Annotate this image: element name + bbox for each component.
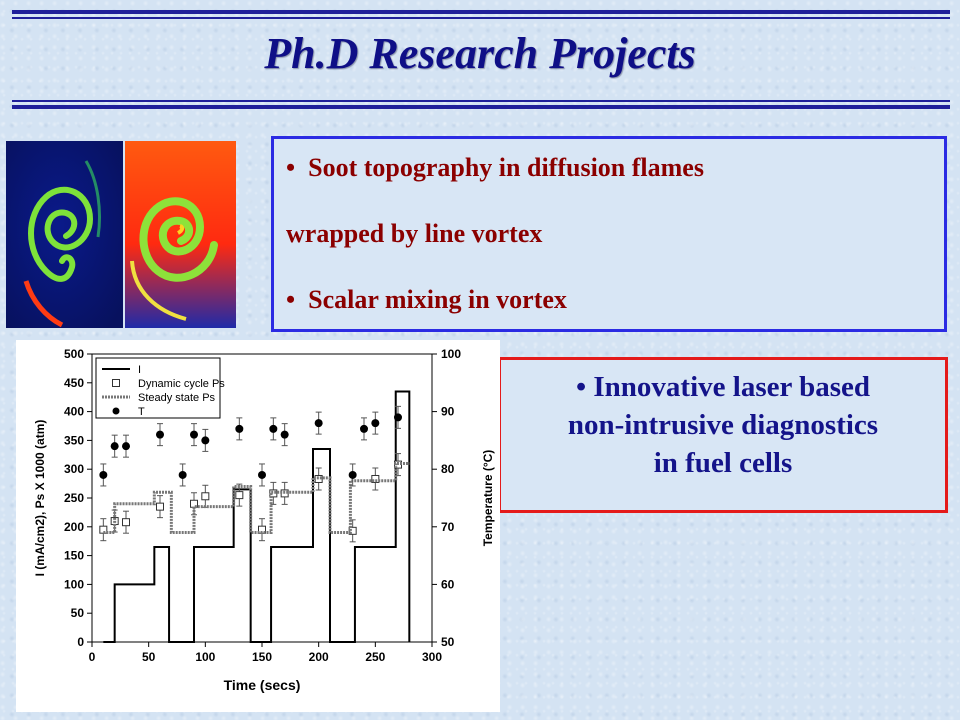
temperature-point <box>371 419 380 428</box>
temperature-point <box>190 430 198 439</box>
flame-spiral-left <box>28 186 94 282</box>
x-tick-label: 50 <box>142 650 156 664</box>
x-tick-label: 100 <box>195 650 215 664</box>
bullet1-line1: Soot topography in diffusion flames <box>308 153 704 182</box>
legend-swatch-dynamic <box>112 379 120 387</box>
soot-topography-box: • Soot topography in diffusion flames wr… <box>271 136 947 332</box>
top-rule <box>12 10 950 19</box>
x-tick-label: 200 <box>309 650 329 664</box>
y-left-tick-label: 500 <box>64 347 84 361</box>
y-right-tick-label: 80 <box>441 462 455 476</box>
y-left-tick-label: 400 <box>64 405 84 419</box>
temperature-point <box>258 470 266 479</box>
temperature-point <box>99 470 108 479</box>
y-left-tick-label: 250 <box>64 491 84 505</box>
box2-line1: • Innovative laser based <box>575 371 870 403</box>
y-left-tick-label: 200 <box>64 520 84 534</box>
legend-label: I <box>138 364 141 376</box>
temperature-point <box>156 430 164 439</box>
x-tick-label: 250 <box>365 650 385 664</box>
dynamic-ps-point <box>371 474 380 483</box>
temperature-point <box>394 413 402 422</box>
flame-spiral-right <box>139 197 218 282</box>
y-right-tick-label: 50 <box>441 635 455 649</box>
bullet-dot: • <box>286 153 309 182</box>
y-left-tick-label: 450 <box>64 376 84 390</box>
legend-swatch-T <box>112 407 120 415</box>
temperature-point <box>269 424 278 433</box>
x-tick-label: 0 <box>89 650 96 664</box>
title-underline <box>12 100 950 109</box>
laser-diagnostics-box: • Innovative laser based non-intrusive d… <box>498 357 948 513</box>
temperature-point <box>280 430 289 439</box>
bullet1-line2: wrapped by line vortex <box>286 219 543 248</box>
y-right-axis-label: Temperature (°C) <box>481 450 495 547</box>
flame-vortex-images <box>6 141 236 328</box>
series-steady-ps-line <box>103 461 410 535</box>
y-left-tick-label: 150 <box>64 549 84 563</box>
dynamic-ps-point <box>156 502 164 511</box>
dynamic-ps-point <box>122 518 130 527</box>
temperature-point <box>314 419 323 428</box>
x-axis-label: Time (secs) <box>224 677 301 693</box>
temperature-point <box>110 442 119 451</box>
dynamic-ps-point <box>235 491 244 500</box>
x-tick-label: 300 <box>422 650 442 664</box>
y-left-axis-label: I (mA/cm2), Ps X 1000 (atm) <box>33 420 47 577</box>
y-right-tick-label: 70 <box>441 520 455 534</box>
box2-line2: non-intrusive diagnostics <box>567 409 879 441</box>
series-I-line <box>103 390 411 643</box>
y-left-tick-label: 0 <box>77 635 84 649</box>
temperature-point <box>235 424 244 433</box>
bullet-dot: • <box>286 285 309 314</box>
x-tick-label: 150 <box>252 650 272 664</box>
legend-label: Dynamic cycle Ps <box>138 378 225 390</box>
temperature-point <box>178 470 187 479</box>
y-right-tick-label: 90 <box>441 405 455 419</box>
fuel-cell-chart: 0 50 100 150 200 250 300 0 50 100 150 200 250 300 350 4… <box>16 340 500 712</box>
legend-label: Steady state Ps <box>138 392 216 404</box>
bullet2-text: Scalar mixing in vortex <box>308 285 567 314</box>
temperature-point <box>360 424 368 433</box>
y-left-tick-label: 300 <box>64 462 84 476</box>
temperature-point <box>122 442 130 451</box>
y-left-tick-label: 50 <box>71 606 85 620</box>
y-right-tick-label: 100 <box>441 347 461 361</box>
y-right-tick-label: 60 <box>441 577 455 591</box>
legend-label: T <box>138 406 145 418</box>
temperature-point <box>201 436 210 445</box>
box2-line3: in fuel cells <box>653 447 793 479</box>
y-left-tick-label: 350 <box>64 433 84 447</box>
dynamic-ps-point <box>201 492 210 501</box>
y-left-tick-label: 100 <box>64 577 84 591</box>
slide-title: Ph.D Research Projects <box>264 29 696 78</box>
temperature-point <box>348 470 357 479</box>
